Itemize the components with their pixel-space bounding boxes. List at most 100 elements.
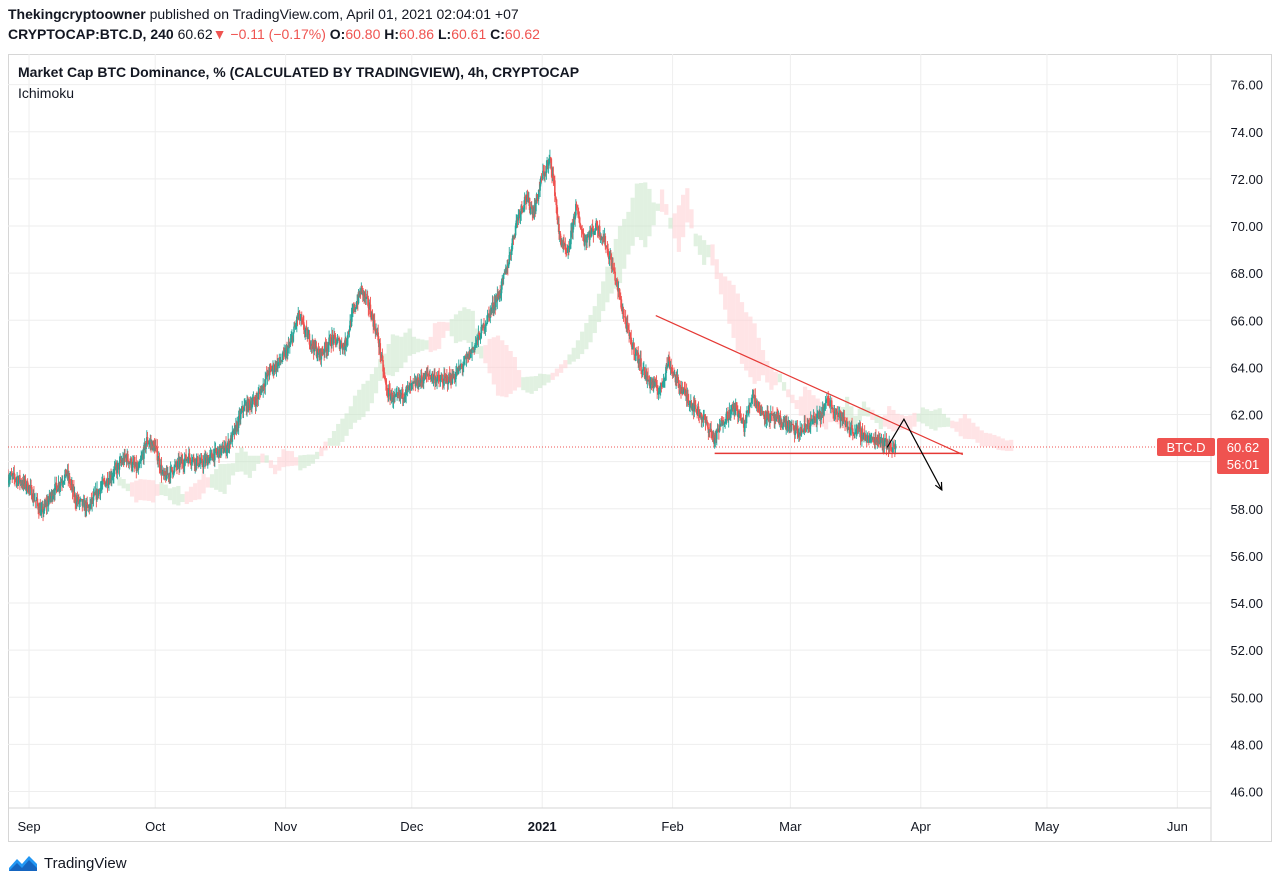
candle-body — [606, 246, 609, 249]
cloud-segment — [247, 455, 252, 478]
candle-body — [694, 404, 697, 409]
cloud-segment — [697, 235, 703, 255]
candle-body — [811, 419, 813, 422]
candle-body — [706, 419, 708, 423]
cloud-segment — [331, 431, 337, 446]
cloud-segment — [622, 218, 627, 269]
cloud-segment — [714, 259, 719, 280]
candle-body — [539, 184, 541, 191]
candle-body — [682, 392, 684, 395]
candle-body — [169, 466, 172, 478]
cloud-segment — [643, 182, 648, 248]
candle-body — [765, 419, 768, 421]
candlestick-chart[interactable]: 76.00 74.00 72.00 70.00 68.00 66.00 64.00 62.00… — [8, 54, 1272, 842]
candle-body — [485, 324, 487, 325]
candle-body — [373, 320, 376, 329]
candle-body — [694, 401, 696, 405]
tradingview-brand[interactable]: TradingView — [8, 852, 127, 874]
candle-body — [86, 502, 89, 505]
last-price-badge: BTC.D 60.62 56:01 — [1157, 438, 1269, 475]
candle-body — [415, 382, 417, 387]
cloud-segment — [285, 450, 290, 467]
candle-body — [247, 399, 250, 411]
candle-body — [535, 203, 537, 212]
candle-body — [253, 401, 256, 403]
candle-body — [367, 298, 370, 308]
candle-body — [501, 278, 504, 282]
candle-body — [661, 382, 664, 387]
candle-body — [739, 410, 741, 414]
candle-body — [659, 388, 661, 392]
candle-body — [548, 160, 551, 163]
candle-body — [723, 422, 726, 425]
cloud-segment — [235, 452, 240, 472]
candle-body — [268, 367, 271, 376]
candle-body — [801, 429, 804, 431]
candle-body — [28, 485, 30, 492]
candle-body — [173, 466, 175, 474]
candle-body — [876, 437, 879, 443]
cloud-segment — [659, 189, 665, 212]
candle-body — [497, 293, 499, 297]
candle-body — [596, 227, 599, 231]
candle-body — [641, 370, 644, 372]
cloud-segment — [613, 238, 618, 289]
cloud-segment — [672, 213, 677, 239]
candle-body — [74, 494, 77, 503]
indicator-label[interactable]: Ichimoku — [18, 85, 75, 101]
cloud-segment — [230, 463, 236, 476]
candle-body — [308, 333, 311, 345]
candle-body — [272, 364, 275, 372]
candle-body — [324, 342, 326, 353]
candle-body — [101, 479, 104, 485]
candle-body — [549, 157, 552, 159]
candle-body — [688, 404, 691, 406]
candle-body — [796, 427, 799, 434]
candle-body — [395, 393, 398, 396]
candle-body — [331, 334, 334, 338]
candle-body — [727, 419, 730, 421]
candle-body — [593, 231, 596, 232]
candle-body — [833, 412, 836, 413]
candle-body — [130, 458, 133, 468]
candle-body — [575, 203, 577, 216]
candle-body — [282, 352, 284, 360]
cloud-segment — [916, 413, 921, 422]
cloud-segment — [268, 460, 273, 469]
cloud-segment — [588, 314, 593, 343]
candle-body — [644, 376, 647, 378]
candle-body — [832, 407, 834, 413]
candle-body — [441, 380, 444, 384]
candle-body — [437, 374, 440, 376]
candle-body — [504, 273, 506, 274]
candle-body — [190, 462, 193, 464]
low-value: 60.61 — [451, 26, 487, 42]
x-tick-label: Dec — [400, 819, 424, 834]
candle-body — [293, 326, 295, 333]
candle-body — [110, 477, 113, 480]
candle-body — [572, 216, 575, 223]
candle-body — [156, 447, 159, 461]
author-name[interactable]: Thekingcryptoowner — [8, 6, 146, 22]
ohlc-legend: CRYPTOCAP:BTC.D, 240 60.62▼ −0.11 (−0.17… — [8, 26, 540, 42]
candle-body — [640, 358, 642, 371]
candle-body — [428, 374, 431, 376]
candle-body — [851, 425, 853, 429]
candle-body — [809, 426, 811, 429]
candle-body — [240, 410, 243, 413]
cloud-segment — [117, 477, 122, 486]
y-tick-label: 46.00 — [1230, 785, 1263, 800]
candle-body — [530, 206, 532, 209]
candle-body — [855, 428, 858, 433]
candle-body — [704, 416, 706, 420]
candle-body — [658, 391, 661, 393]
candle-body — [174, 465, 176, 467]
candle-body — [659, 382, 662, 389]
candle-body — [333, 334, 335, 344]
cloud-segment — [226, 463, 231, 485]
cloud-segment — [256, 455, 261, 464]
candle-body — [52, 494, 55, 497]
candle-body — [607, 248, 609, 257]
candle-body — [582, 234, 585, 241]
candle-body — [262, 383, 264, 391]
